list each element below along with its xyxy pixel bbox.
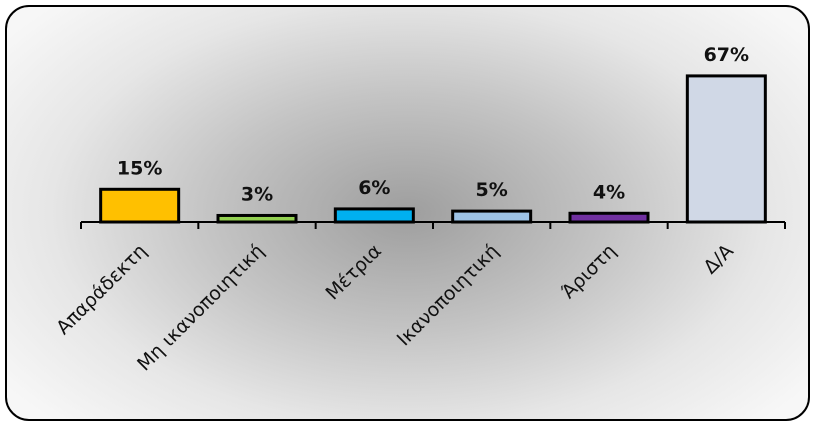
bar <box>568 211 650 224</box>
data-label: 4% <box>593 181 625 203</box>
category-label: Δ/Α <box>699 240 737 278</box>
category-label: Απαράδεκτη <box>52 240 151 339</box>
data-label: 5% <box>476 179 508 201</box>
category-label: Ικανοποιητική <box>393 240 503 350</box>
bar <box>685 74 767 224</box>
data-label: 6% <box>358 177 390 199</box>
data-label: 3% <box>241 183 273 205</box>
bar <box>216 213 298 224</box>
bar <box>451 209 533 224</box>
data-label: 67% <box>704 44 749 66</box>
bar-chart: 15% Απαράδεκτη 3% Μη ικανοποιητική 6% Μέτρια 5… <box>52 44 786 375</box>
bar <box>333 207 415 224</box>
bar <box>99 187 181 224</box>
category-label: Άριστη <box>557 240 620 303</box>
category-label: Μη ικανοποιητική <box>133 240 268 375</box>
category-label: Μέτρια <box>321 240 385 304</box>
chart-frame: 15% Απαράδεκτη 3% Μη ικανοποιητική 6% Μέτρια 5… <box>5 5 810 421</box>
data-label: 15% <box>117 157 162 179</box>
